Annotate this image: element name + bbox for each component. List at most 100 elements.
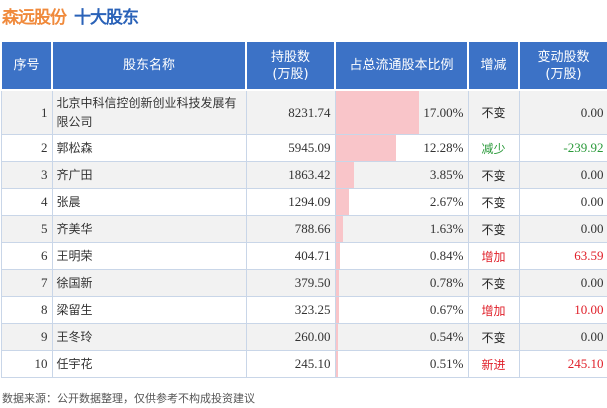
ratio-label: 12.28% — [423, 140, 464, 155]
shares-cell: 5945.09 — [245, 134, 336, 162]
shareholder-name: 北京中科信控创新创业科技发展有限公司 — [51, 89, 247, 135]
shares-cell: 260.00 — [245, 323, 336, 351]
ratio-cell: 0.78% — [334, 269, 469, 297]
shareholder-table: 序号 股东名称 持股数 (万股) 占总流通股本比例 增减 变动股数 (万股) 1… — [0, 40, 607, 378]
col-delta: 变动股数 (万股) — [518, 40, 607, 91]
delta-cell: 0.00 — [518, 269, 607, 297]
delta-cell: 0.00 — [518, 161, 607, 189]
ratio-label: 17.00% — [423, 104, 464, 120]
rank-cell: 4 — [0, 188, 53, 216]
shareholder-name: 张晨 — [51, 188, 247, 216]
shares-cell: 245.10 — [245, 350, 336, 378]
table-row: 5 齐美华 788.66 1.63% 不变 0.00 — [0, 215, 607, 243]
change-cell: 不变 — [467, 188, 520, 216]
rank-cell: 3 — [0, 161, 53, 189]
shares-cell: 379.50 — [245, 269, 336, 297]
delta-cell: 0.00 — [518, 188, 607, 216]
ratio-cell: 0.67% — [334, 296, 469, 324]
delta-cell: 63.59 — [518, 242, 607, 270]
rank-cell: 2 — [0, 134, 53, 162]
delta-cell: 10.00 — [518, 296, 607, 324]
table-row: 1 北京中科信控创新创业科技发展有限公司 8231.74 17.00% 不变 0… — [0, 89, 607, 135]
ratio-bar — [335, 91, 419, 134]
ratio-bar — [335, 135, 396, 161]
change-cell: 新进 — [467, 350, 520, 378]
rank-cell: 5 — [0, 215, 53, 243]
rank-cell: 8 — [0, 296, 53, 324]
ratio-label: 0.78% — [429, 275, 464, 290]
shares-cell: 323.25 — [245, 296, 336, 324]
change-cell: 减少 — [467, 134, 520, 162]
rank-cell: 7 — [0, 269, 53, 297]
ratio-cell: 0.84% — [334, 242, 469, 270]
table-row: 4 张晨 1294.09 2.67% 不变 0.00 — [0, 188, 607, 216]
shares-cell: 404.71 — [245, 242, 336, 270]
ratio-label: 0.54% — [429, 329, 464, 344]
change-cell: 不变 — [467, 161, 520, 189]
shareholder-name: 郭松森 — [51, 134, 247, 162]
ratio-label: 0.84% — [429, 248, 464, 263]
table-row: 9 王冬玲 260.00 0.54% 不变 0.00 — [0, 323, 607, 351]
ratio-bar — [335, 216, 344, 242]
shareholder-name: 齐美华 — [51, 215, 247, 243]
delta-cell: 245.10 — [518, 350, 607, 378]
ratio-bar — [335, 324, 339, 350]
table-row: 2 郭松森 5945.09 12.28% 减少 -239.92 — [0, 134, 607, 162]
shareholder-name: 任宇花 — [51, 350, 247, 378]
table-row: 7 徐国新 379.50 0.78% 不变 0.00 — [0, 269, 607, 297]
delta-cell: 0.00 — [518, 215, 607, 243]
delta-cell: -239.92 — [518, 134, 607, 162]
ratio-label: 1.63% — [429, 221, 464, 236]
change-cell: 不变 — [467, 323, 520, 351]
ratio-bar — [335, 351, 338, 377]
ratio-bar — [335, 162, 355, 188]
shares-cell: 8231.74 — [245, 89, 336, 135]
shareholder-name: 齐广田 — [51, 161, 247, 189]
ratio-cell: 2.67% — [334, 188, 469, 216]
shares-cell: 788.66 — [245, 215, 336, 243]
ratio-bar — [335, 297, 339, 323]
company-name: 森远股份 — [2, 8, 67, 28]
page-title: 森远股份 十大股东 — [2, 3, 139, 28]
ratio-label: 3.85% — [429, 167, 464, 182]
rank-cell: 1 — [0, 89, 53, 135]
ratio-cell: 1.63% — [334, 215, 469, 243]
change-cell: 不变 — [467, 269, 520, 297]
ratio-cell: 17.00% — [334, 89, 469, 135]
ratio-bar — [335, 270, 340, 296]
col-change: 增减 — [467, 40, 520, 91]
footer-source: 数据来源：公开数据整理，仅供参考不构成投资建议 — [2, 392, 255, 405]
title-subtitle: 十大股东 — [74, 8, 139, 28]
rank-cell: 9 — [0, 323, 53, 351]
rank-cell: 10 — [0, 350, 53, 378]
shares-cell: 1863.42 — [245, 161, 336, 189]
shareholder-name: 梁留生 — [51, 296, 247, 324]
shareholder-name: 王明荣 — [51, 242, 247, 270]
col-name: 股东名称 — [51, 40, 247, 91]
ratio-bar — [335, 189, 349, 215]
col-ratio: 占总流通股本比例 — [334, 40, 469, 91]
table-row: 3 齐广田 1863.42 3.85% 不变 0.00 — [0, 161, 607, 189]
shares-cell: 1294.09 — [245, 188, 336, 216]
col-rank: 序号 — [0, 40, 53, 91]
ratio-label: 0.67% — [429, 302, 464, 317]
change-cell: 不变 — [467, 215, 520, 243]
col-shares: 持股数 (万股) — [245, 40, 336, 91]
table-row: 6 王明荣 404.71 0.84% 增加 63.59 — [0, 242, 607, 270]
change-cell: 增加 — [467, 296, 520, 324]
ratio-cell: 0.54% — [334, 323, 469, 351]
ratio-label: 2.67% — [429, 194, 464, 209]
change-cell: 增加 — [467, 242, 520, 270]
ratio-label: 0.51% — [429, 356, 464, 371]
table-row: 8 梁留生 323.25 0.67% 增加 10.00 — [0, 296, 607, 324]
table-row: 10 任宇花 245.10 0.51% 新进 245.10 — [0, 350, 607, 378]
ratio-cell: 0.51% — [334, 350, 469, 378]
delta-cell: 0.00 — [518, 89, 607, 135]
shareholder-name: 徐国新 — [51, 269, 247, 297]
ratio-bar — [335, 243, 340, 269]
change-cell: 不变 — [467, 89, 520, 135]
ratio-cell: 12.28% — [334, 134, 469, 162]
ratio-cell: 3.85% — [334, 161, 469, 189]
shareholder-name: 王冬玲 — [51, 323, 247, 351]
delta-cell: 0.00 — [518, 323, 607, 351]
